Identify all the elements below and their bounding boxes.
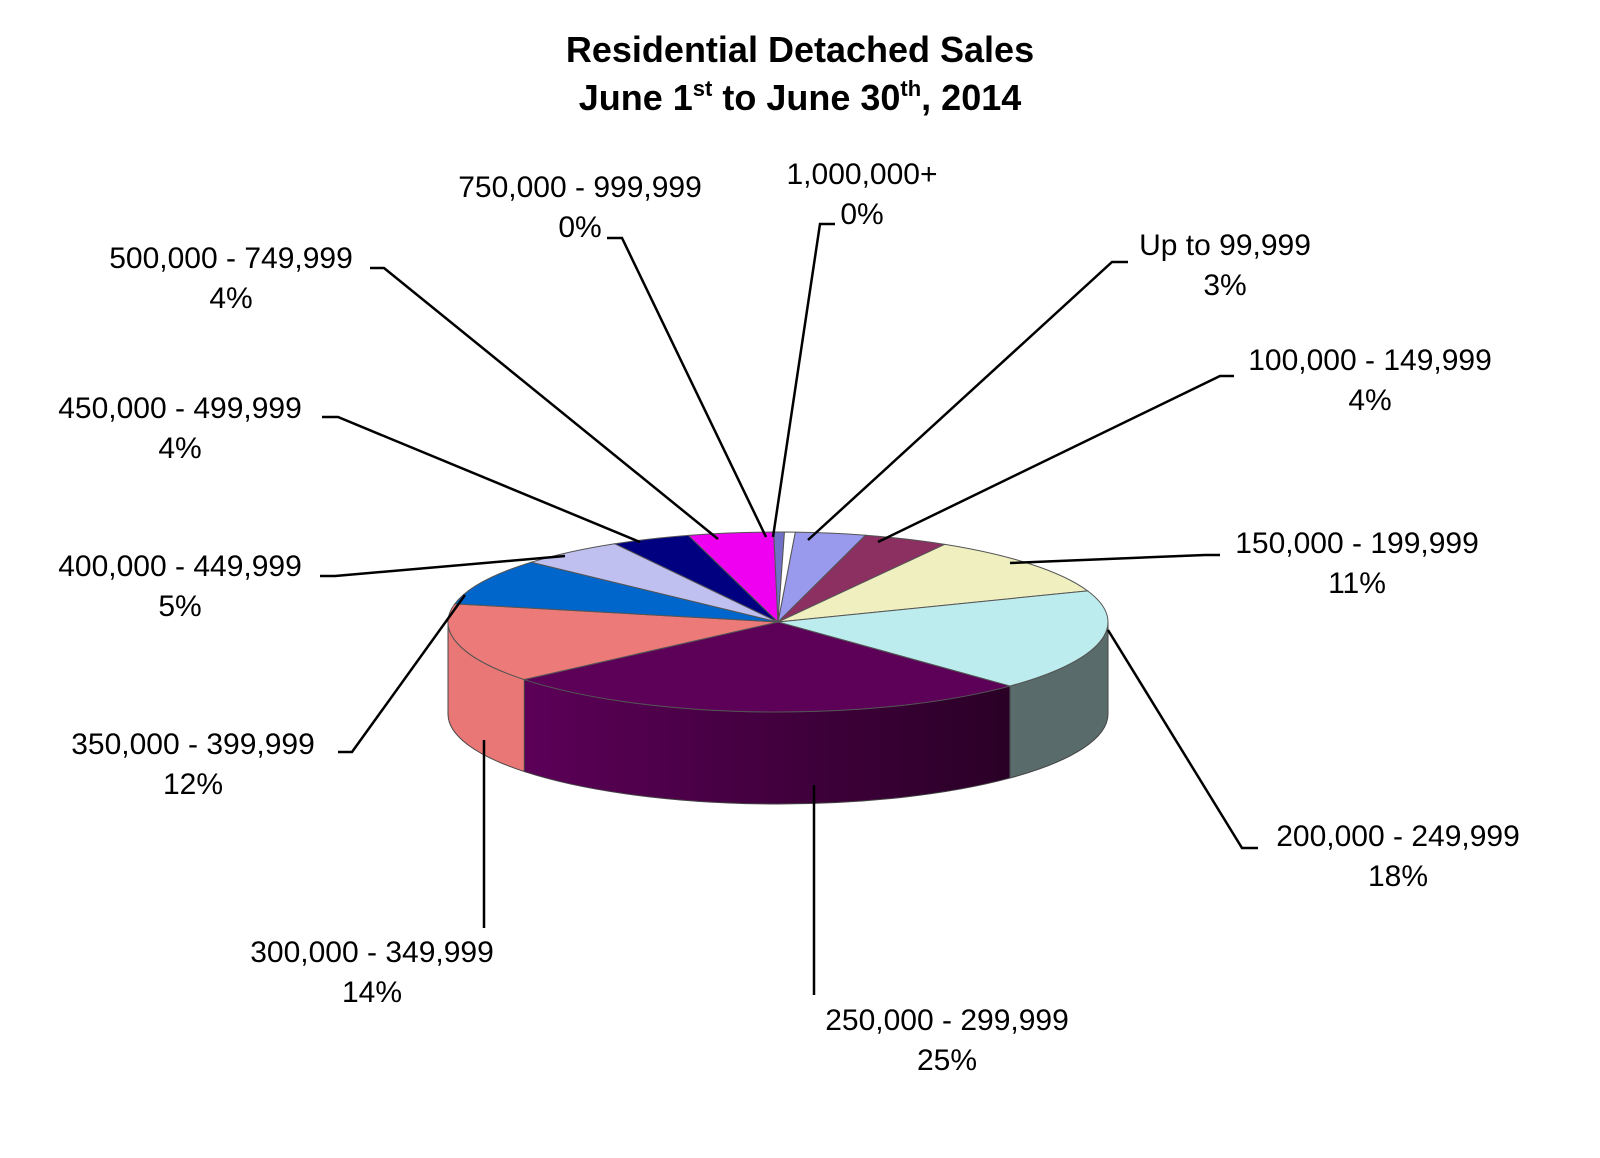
slice-percent-label: 4% <box>209 282 252 315</box>
pie-slice-12 <box>777 531 796 623</box>
slice-percent-label: 0% <box>558 211 601 244</box>
leader-line-8 <box>320 554 566 578</box>
slice-category-label: 350,000 - 399,999 <box>71 728 315 761</box>
leader-line-7 <box>338 594 467 754</box>
slice-category-label: 400,000 - 449,999 <box>58 550 302 583</box>
slice-labels: Up to 99,999 3% 100,000 - 149,999 4% 150,000… <box>58 158 1520 1077</box>
leader-line-3 <box>1009 553 1220 565</box>
leader-line-11 <box>607 236 768 538</box>
slice-percent-label: 12% <box>163 768 223 801</box>
slice-category-label: 300,000 - 349,999 <box>250 936 494 969</box>
title-text-part: , 2014 <box>921 77 1021 118</box>
chart-title-line2: June 1st to June 30th, 2014 <box>579 76 1022 118</box>
pie-slice-4 <box>777 590 1109 687</box>
slice-category-label: 500,000 - 749,999 <box>109 242 353 275</box>
leader-line-12 <box>771 222 835 538</box>
chart-title-line1: Residential Detached Sales <box>566 29 1034 70</box>
title-text-part: to June 30 <box>712 77 900 118</box>
slice-percent-label: 0% <box>840 198 883 231</box>
slice-percent-label: 11% <box>1328 567 1386 600</box>
slice-percent-label: 18% <box>1368 860 1428 893</box>
slice-percent-label: 25% <box>917 1044 977 1077</box>
pie-top-slices <box>447 531 1109 713</box>
title-superscript: th <box>900 76 921 101</box>
slice-percent-label: 4% <box>1348 384 1391 417</box>
slice-category-label: 450,000 - 499,999 <box>58 392 302 425</box>
title-superscript: st <box>693 76 713 101</box>
slice-category-label: 200,000 - 249,999 <box>1276 820 1520 853</box>
slice-category-label: 250,000 - 299,999 <box>825 1004 1069 1037</box>
slice-percent-label: 14% <box>342 976 402 1009</box>
slice-category-label: 100,000 - 149,999 <box>1248 344 1492 377</box>
slice-category-label: Up to 99,999 <box>1139 229 1311 262</box>
slice-percent-label: 3% <box>1203 269 1246 302</box>
slice-category-label: 1,000,000+ <box>787 158 938 191</box>
leader-line-4 <box>1106 629 1258 850</box>
pie-slice-5 <box>522 621 1012 713</box>
leader-line-1 <box>807 260 1128 541</box>
pie-side-walls <box>447 621 1109 805</box>
pie-slice-7 <box>453 561 779 623</box>
title-text-part: June 1 <box>579 77 693 118</box>
leader-lines <box>320 222 1258 995</box>
leader-line-2 <box>877 374 1234 544</box>
slice-category-label: 750,000 - 999,999 <box>458 171 702 204</box>
leader-line-10 <box>370 266 719 540</box>
slice-category-label: 150,000 - 199,999 <box>1235 527 1479 560</box>
slice-percent-label: 4% <box>158 432 201 465</box>
pie-slice-6 <box>447 603 779 681</box>
slice-percent-label: 5% <box>158 590 201 623</box>
leader-line-9 <box>322 415 641 544</box>
